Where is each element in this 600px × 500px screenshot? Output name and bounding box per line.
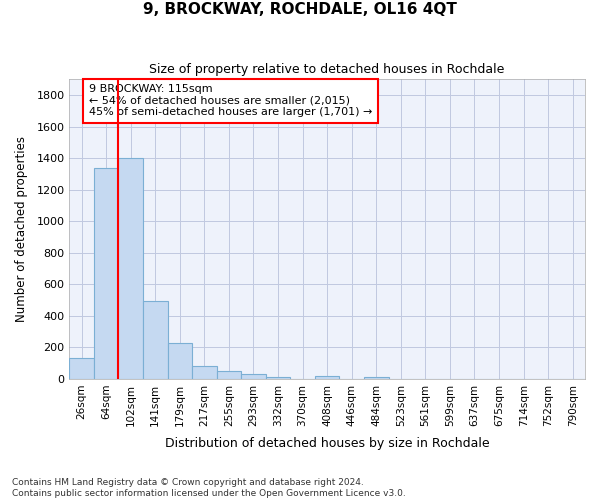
Text: Contains HM Land Registry data © Crown copyright and database right 2024.
Contai: Contains HM Land Registry data © Crown c… bbox=[12, 478, 406, 498]
Bar bbox=[192, 366, 217, 379]
Bar bbox=[94, 168, 118, 379]
Bar bbox=[118, 158, 143, 379]
Bar bbox=[241, 374, 266, 379]
Title: Size of property relative to detached houses in Rochdale: Size of property relative to detached ho… bbox=[149, 62, 505, 76]
Bar bbox=[217, 372, 241, 379]
Bar bbox=[167, 342, 192, 379]
Text: 9 BROCKWAY: 115sqm
← 54% of detached houses are smaller (2,015)
45% of semi-deta: 9 BROCKWAY: 115sqm ← 54% of detached hou… bbox=[89, 84, 373, 117]
Y-axis label: Number of detached properties: Number of detached properties bbox=[15, 136, 28, 322]
Text: 9, BROCKWAY, ROCHDALE, OL16 4QT: 9, BROCKWAY, ROCHDALE, OL16 4QT bbox=[143, 2, 457, 18]
Bar bbox=[143, 301, 167, 379]
Bar bbox=[70, 358, 94, 379]
Bar bbox=[364, 377, 389, 379]
X-axis label: Distribution of detached houses by size in Rochdale: Distribution of detached houses by size … bbox=[165, 437, 490, 450]
Bar bbox=[266, 377, 290, 379]
Bar bbox=[315, 376, 340, 379]
